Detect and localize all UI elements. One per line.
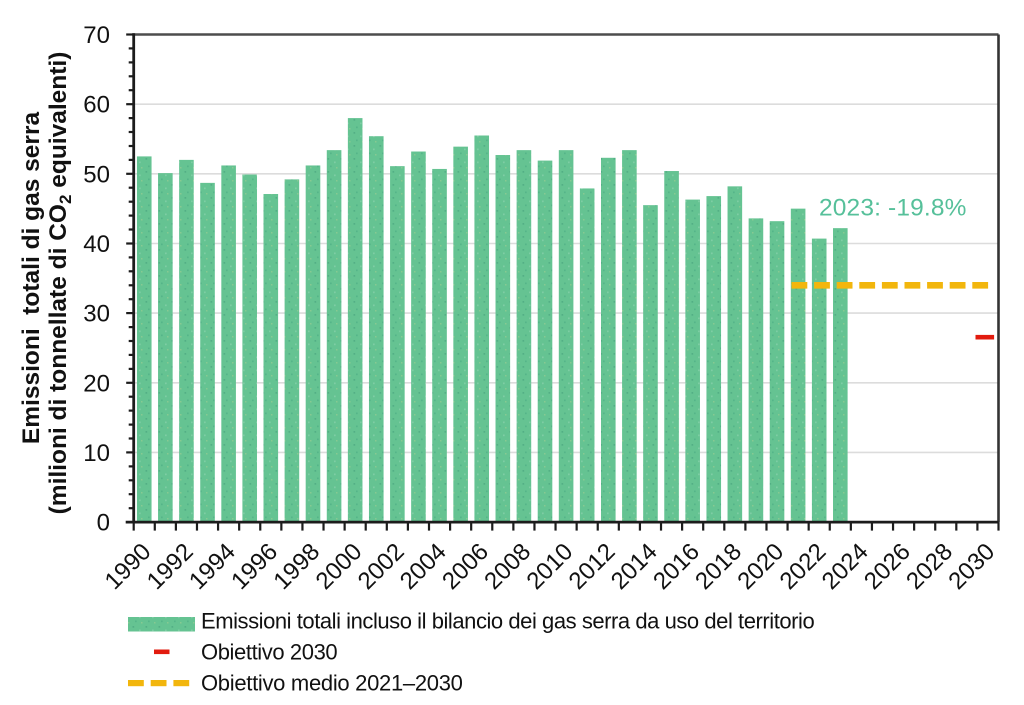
svg-text:10: 10: [83, 440, 110, 467]
svg-text:Emissioni totali incluso il bi: Emissioni totali incluso il bilancio dei…: [201, 609, 814, 634]
svg-text:2023: -19.8%: 2023: -19.8%: [819, 195, 967, 222]
svg-text:Obiettivo medio 2021–2030: Obiettivo medio 2021–2030: [201, 671, 463, 696]
svg-text:0: 0: [97, 510, 110, 537]
svg-text:20: 20: [83, 370, 110, 397]
svg-text:Emissioni totali di gas serra: Emissioni totali di gas serra: [18, 112, 45, 445]
svg-text:70: 70: [83, 22, 110, 49]
svg-text:60: 60: [83, 92, 110, 119]
svg-text:30: 30: [83, 301, 110, 328]
svg-text:50: 50: [83, 161, 110, 188]
svg-text:40: 40: [83, 231, 110, 258]
svg-text:Obiettivo 2030: Obiettivo 2030: [201, 640, 337, 665]
svg-text:(milioni di tonnellate di CO2: (milioni di tonnellate di CO2 equivalent…: [45, 52, 75, 515]
